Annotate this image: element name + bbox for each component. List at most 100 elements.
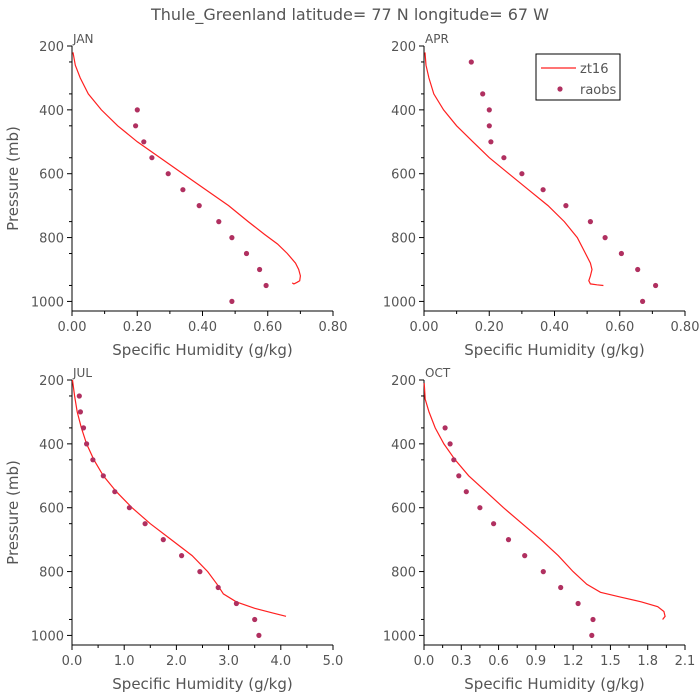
- series-point-raobs: [165, 171, 171, 177]
- y-tick-label: 800: [39, 566, 64, 581]
- x-tick-label: 2.0: [166, 654, 187, 669]
- series-line-zt16: [423, 383, 666, 620]
- series-point-raobs: [505, 537, 512, 543]
- legend-label-model: zt16: [580, 62, 608, 77]
- x-tick-label: 0.00: [58, 320, 87, 335]
- series-point-raobs: [216, 219, 222, 225]
- series-point-raobs: [563, 203, 569, 209]
- series-point-raobs: [100, 473, 106, 479]
- series-point-raobs: [558, 584, 564, 591]
- y-tick-label: 600: [391, 168, 416, 183]
- x-tick-label: 4.0: [270, 654, 291, 669]
- x-tick-label: 0.3: [451, 654, 472, 669]
- x-tick-label: 0.60: [605, 320, 634, 335]
- y-tick-label: 400: [39, 104, 64, 119]
- y-tick-label: 1000: [383, 295, 416, 310]
- series-point-raobs: [540, 569, 546, 575]
- y-tick-label: 800: [391, 232, 416, 247]
- x-tick-label: 3.0: [218, 654, 239, 669]
- series-point-raobs: [149, 155, 155, 161]
- series-point-raobs: [587, 219, 594, 225]
- series-point-raobs: [486, 123, 492, 129]
- series-point-raobs: [257, 266, 263, 273]
- series-point-raobs: [618, 250, 625, 257]
- x-tick-label: 0.00: [410, 320, 439, 335]
- panel-oct: OCT 200 400 600 800 1000 0.0 0.3 0.6 0.9 1.2 1.5 1.8…: [383, 366, 695, 693]
- series-point-raobs: [134, 107, 140, 113]
- series-point-raobs: [196, 203, 202, 209]
- x-tick-label: 0.20: [475, 320, 504, 335]
- figure-title: Thule_Greenland latitude= 77 N longitude…: [150, 5, 549, 25]
- panel-title-jul: JUL: [72, 366, 92, 380]
- x-tick-label: 2.1: [675, 654, 696, 669]
- series-point-raobs: [456, 473, 462, 479]
- y-tick-label: 400: [391, 104, 416, 119]
- series-line-zt16: [71, 379, 287, 617]
- series-point-raobs: [522, 553, 528, 559]
- series-point-raobs: [90, 457, 96, 463]
- x-tick-label: 0.60: [253, 320, 282, 335]
- series-point-raobs: [442, 425, 448, 431]
- panels: JAN 200 400 600 800 1000 0.00 0.20 0.40 0.60 0.80 S…: [4, 32, 699, 693]
- series-point-raobs: [80, 425, 87, 431]
- series-point-raobs: [233, 600, 239, 607]
- x-tick-label: 1.0: [114, 654, 135, 669]
- series-point-raobs: [486, 107, 492, 113]
- x-tick-label: 1.8: [637, 654, 658, 669]
- x-tick-label: 0.6: [488, 654, 509, 669]
- y-tick-label: 200: [391, 374, 416, 389]
- panel-title-jan: JAN: [72, 32, 94, 46]
- y-tick-label: 1000: [31, 629, 64, 644]
- series-point-raobs: [480, 91, 486, 97]
- series-point-raobs: [602, 235, 608, 241]
- series-point-raobs: [501, 155, 507, 161]
- x-tick-label: 0.0: [62, 654, 83, 669]
- series-point-raobs: [640, 298, 646, 304]
- series-point-raobs: [84, 441, 90, 447]
- series-line-zt16: [424, 52, 604, 287]
- y-tick-label: 200: [391, 40, 416, 55]
- series-point-raobs: [112, 489, 118, 495]
- series-point-raobs: [635, 266, 641, 273]
- series-point-raobs: [126, 505, 132, 511]
- series-point-raobs: [179, 553, 185, 559]
- y-tick-label: 800: [391, 566, 416, 581]
- y-tick-label: 400: [39, 438, 64, 453]
- series-point-raobs: [589, 632, 595, 639]
- x-axis-label: Specific Humidity (g/kg): [464, 341, 644, 359]
- x-tick-label: 1.2: [563, 654, 584, 669]
- series-point-raobs: [141, 139, 147, 145]
- y-tick-label: 1000: [383, 629, 416, 644]
- x-tick-label: 0.0: [414, 654, 435, 669]
- legend-box: [535, 53, 621, 101]
- series-point-raobs: [77, 409, 83, 415]
- y-tick-label: 800: [39, 232, 64, 247]
- series-point-raobs: [451, 457, 457, 463]
- y-axis-label: Pressure (mb): [4, 460, 22, 565]
- series-point-raobs: [488, 139, 494, 145]
- series-point-raobs: [477, 505, 483, 511]
- legend: zt16 raobs: [535, 53, 621, 101]
- series-point-raobs: [215, 584, 221, 591]
- series-point-raobs: [180, 187, 186, 193]
- x-tick-label: 0.80: [671, 320, 700, 335]
- legend-marker-swatch: [557, 86, 563, 92]
- series-point-raobs: [160, 537, 166, 543]
- series-point-raobs: [447, 441, 453, 447]
- series-point-raobs: [256, 632, 262, 639]
- series-point-raobs: [243, 250, 250, 257]
- x-tick-label: 0.40: [540, 320, 569, 335]
- x-tick-label: 0.20: [123, 320, 152, 335]
- y-tick-label: 600: [39, 502, 64, 517]
- series-point-raobs: [519, 171, 525, 177]
- series-point-raobs: [76, 393, 82, 399]
- legend-label-obs: raobs: [580, 83, 617, 98]
- series-point-raobs: [540, 187, 546, 193]
- panel-jan: JAN 200 400 600 800 1000 0.00 0.20 0.40 0.60 0.80 S…: [4, 32, 347, 359]
- series-point-raobs: [575, 600, 581, 607]
- y-tick-label: 600: [391, 502, 416, 517]
- series-point-raobs: [491, 521, 497, 527]
- x-tick-label: 0.40: [188, 320, 217, 335]
- panel-jul: JUL 200 400 600 800 1000 0.0 1.0 2.0 3.0 4.0 5.0 Spe…: [4, 366, 343, 693]
- series-point-raobs: [229, 298, 235, 304]
